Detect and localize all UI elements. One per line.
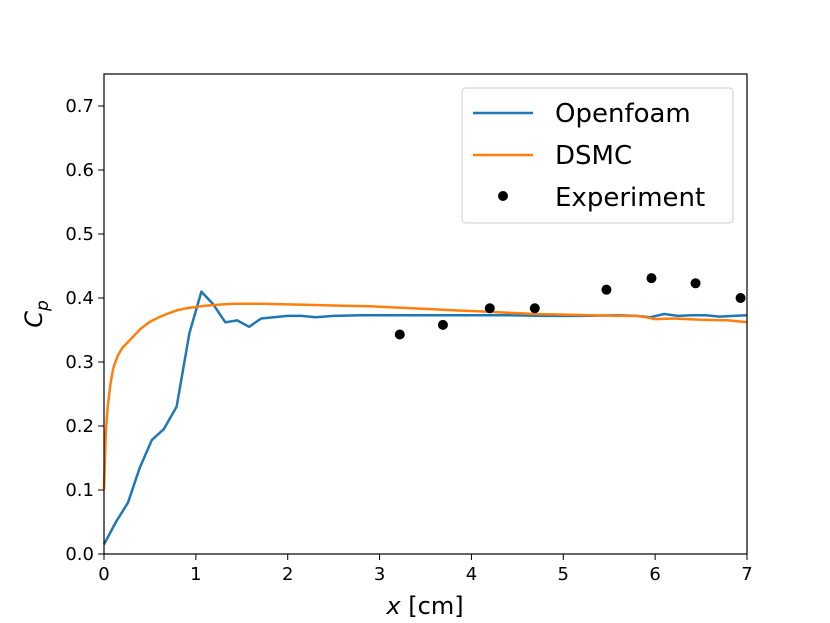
plot-series [102,273,748,545]
data-point-experiment [529,303,540,314]
data-point-experiment [394,329,405,340]
y-tick-label: 0.5 [65,224,94,245]
data-point-experiment [601,284,612,295]
y-tick-label: 0.3 [65,352,94,373]
y-tick-label: 0.1 [65,480,94,501]
y-tick-label: 0.6 [65,160,94,181]
x-axis-label: x [cm] [385,592,463,620]
x-tick-label: 2 [282,564,293,585]
series-line-dsmc [102,302,748,491]
data-point-experiment [735,293,746,303]
y-axis-subscript: p [33,300,53,312]
legend: Openfoam DSMC Experiment [461,87,734,224]
legend-label-experiment: Experiment [555,183,705,213]
x-tick-label: 7 [741,564,752,585]
x-tick-label: 4 [466,564,477,585]
x-axis-variable: x [385,592,401,620]
x-tick-label: 1 [190,564,201,585]
x-axis-ticks: 0 1 2 3 4 5 6 7 [98,554,753,585]
data-point-experiment [690,278,701,289]
x-tick-label: 6 [649,564,660,585]
plot-frame [103,73,748,555]
legend-label-openfoam: Openfoam [555,99,691,129]
legend-label-dsmc: DSMC [555,141,632,171]
x-tick-label: 3 [374,564,385,585]
series-line-openfoam [102,290,748,545]
y-tick-label: 0.0 [65,544,94,565]
y-tick-label: 0.7 [65,96,94,117]
x-tick-label: 5 [558,564,569,585]
y-tick-label: 0.4 [65,288,94,309]
legend-box [461,87,734,224]
legend-swatch-experiment [498,191,508,201]
y-axis-label: Cp [20,300,53,328]
x-tick-label: 0 [98,564,109,585]
y-axis-symbol: C [20,311,48,328]
y-axis-ticks: 0.0 0.1 0.2 0.3 0.4 0.5 0.6 0.7 [65,96,104,565]
x-axis-unit: [cm] [408,592,463,620]
data-point-experiment [437,319,448,330]
y-tick-label: 0.2 [65,416,94,437]
data-point-experiment [484,303,495,314]
data-point-experiment [646,273,657,284]
